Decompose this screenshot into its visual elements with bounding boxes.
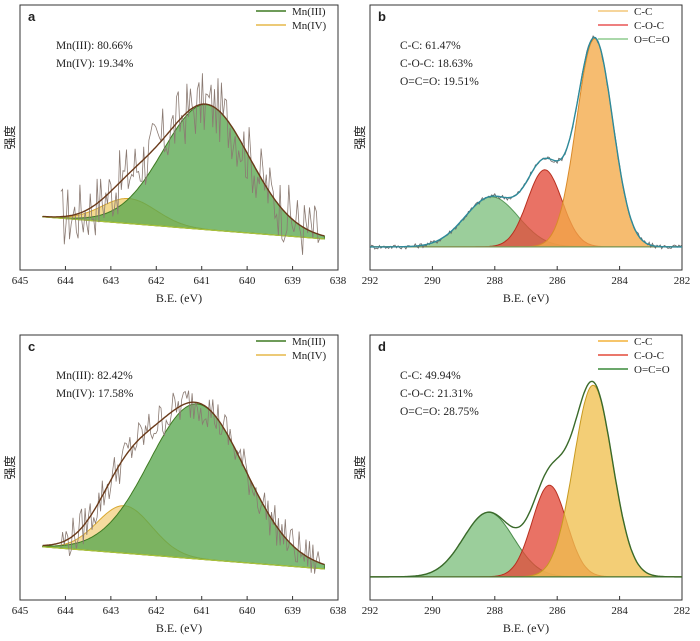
y-axis-title: 强度 xyxy=(352,125,367,149)
x-tick-label: 640 xyxy=(239,605,256,617)
y-axis-title: 强度 xyxy=(2,455,17,479)
plot-frame xyxy=(19,334,339,601)
baseline-line xyxy=(42,216,325,240)
legend-label: C-C xyxy=(634,6,652,18)
x-tick-label: 284 xyxy=(611,275,628,287)
x-tick-label: 288 xyxy=(487,605,504,617)
x-tick-label: 643 xyxy=(103,605,120,617)
x-tick-label: 286 xyxy=(549,275,566,287)
x-tick-label: 292 xyxy=(362,605,379,617)
legend-label: Mn(IV) xyxy=(292,20,327,32)
x-tick-label: 284 xyxy=(611,605,628,617)
annotation-text: Mn(IV): 17.58% xyxy=(56,388,134,400)
x-tick-label: 643 xyxy=(103,275,120,287)
x-tick-label: 639 xyxy=(284,605,301,617)
x-tick-label: 644 xyxy=(57,275,74,287)
x-axis-title: B.E. (eV) xyxy=(503,291,549,305)
annotation-text: Mn(IV): 19.34% xyxy=(56,58,134,70)
x-axis-title: B.E. (eV) xyxy=(156,621,202,635)
x-tick-label: 641 xyxy=(193,275,210,287)
x-tick-label: 638 xyxy=(330,605,347,617)
y-axis-title: 强度 xyxy=(2,125,17,149)
legend-label: Mn(III) xyxy=(292,336,326,348)
x-tick-label: 639 xyxy=(284,275,301,287)
envelope-line xyxy=(42,103,325,237)
panel-letter: d xyxy=(378,339,386,354)
plot-frame xyxy=(369,334,683,601)
panel-letter: a xyxy=(28,9,36,24)
panel-d: 292 290 288 286 284 282 B.E. (eV) 强度 d C-C: 49.94… xyxy=(352,334,691,635)
annotation-text: C-O-C: 21.31% xyxy=(400,388,473,400)
x-tick-label: 290 xyxy=(424,275,441,287)
x-tick-label: 288 xyxy=(487,275,504,287)
panel-b: 292 290 288 286 284 282 B.E. (eV) 强度 b C-C: 61.47… xyxy=(352,4,691,305)
legend-label: C-O-C xyxy=(634,20,664,32)
envelope-line xyxy=(370,36,682,248)
x-tick-label: 638 xyxy=(330,275,347,287)
baseline-line xyxy=(42,546,325,570)
annotation-text: C-O-C: 18.63% xyxy=(400,58,473,70)
panel-letter: c xyxy=(28,339,35,354)
x-tick-label: 642 xyxy=(148,605,165,617)
legend-label: Mn(III) xyxy=(292,6,326,18)
x-tick-label: 642 xyxy=(148,275,165,287)
panel-c: 645 644 643 642 641 640 639 638 B.E. (eV) 强度 c Mn(I… xyxy=(2,334,347,635)
raw-spectrum-line xyxy=(60,390,321,574)
x-tick-label: 282 xyxy=(674,605,691,617)
x-tick-label: 644 xyxy=(57,605,74,617)
y-axis-title: 强度 xyxy=(352,455,367,479)
annotation-text: Mn(III): 80.66% xyxy=(56,40,133,52)
annotation-text: C-C: 61.47% xyxy=(400,40,461,52)
x-tick-label: 645 xyxy=(12,605,29,617)
annotation-text: O=C=O: 28.75% xyxy=(400,406,479,418)
annotation-text: O=C=O: 19.51% xyxy=(400,76,479,88)
raw-spectrum-line xyxy=(60,73,321,255)
legend-label: O=C=O xyxy=(634,34,670,46)
annotation-text: Mn(III): 82.42% xyxy=(56,370,133,382)
legend-label: O=C=O xyxy=(634,364,670,376)
x-tick-label: 645 xyxy=(12,275,29,287)
x-tick-label: 286 xyxy=(549,605,566,617)
panel-letter: b xyxy=(378,9,386,24)
plot-frame xyxy=(369,4,683,271)
plot-frame xyxy=(19,4,339,271)
x-tick-label: 290 xyxy=(424,605,441,617)
x-tick-label: 641 xyxy=(193,605,210,617)
x-tick-label: 640 xyxy=(239,275,256,287)
legend-label: C-O-C xyxy=(634,350,664,362)
component-mn-iii- xyxy=(42,403,325,570)
annotation-text: C-C: 49.94% xyxy=(400,370,461,382)
x-tick-label: 292 xyxy=(362,275,379,287)
envelope-line xyxy=(370,380,682,578)
panel-a: 645 644 643 642 641 640 639 638 B.E. (eV) 强度 a Mn(I… xyxy=(2,4,347,305)
legend-label: C-C xyxy=(634,336,652,348)
x-axis-title: B.E. (eV) xyxy=(156,291,202,305)
legend-label: Mn(IV) xyxy=(292,350,327,362)
x-axis-title: B.E. (eV) xyxy=(503,621,549,635)
x-tick-label: 282 xyxy=(674,275,691,287)
envelope-line xyxy=(42,401,325,566)
